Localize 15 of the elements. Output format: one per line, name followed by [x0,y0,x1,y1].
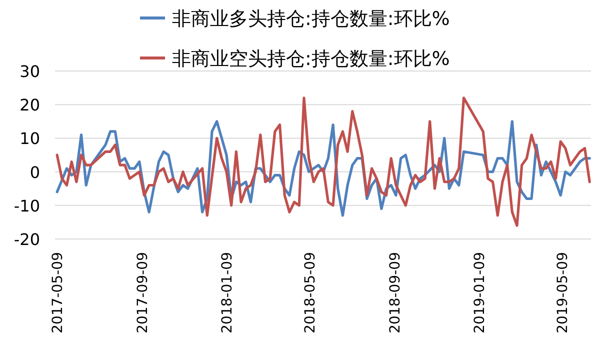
x-tick-label: 2019-01-09 [472,252,488,334]
x-tick-label: 2019-05-09 [554,252,571,334]
y-tick-label: 10 [20,129,40,148]
legend-label: 非商业空头持仓:持仓数量:环比% [172,48,450,70]
x-tick-label: 2018-01-09 [220,252,236,334]
x-tick-label: 2017-09-09 [135,252,152,334]
y-tick-label: 0 [30,162,40,182]
y-tick-label: 30 [20,62,40,81]
x-tick-label: 2017-05-09 [50,252,66,334]
y-tick-label: -10 [14,196,40,216]
x-tick-label: 2018-09-09 [388,252,404,334]
x-tick-label: 2018-05-09 [302,252,319,334]
y-tick-label: -20 [14,230,40,249]
legend-label: 非商业多头持仓:持仓数量:环比% [172,8,450,30]
y-tick-label: 20 [20,96,40,115]
